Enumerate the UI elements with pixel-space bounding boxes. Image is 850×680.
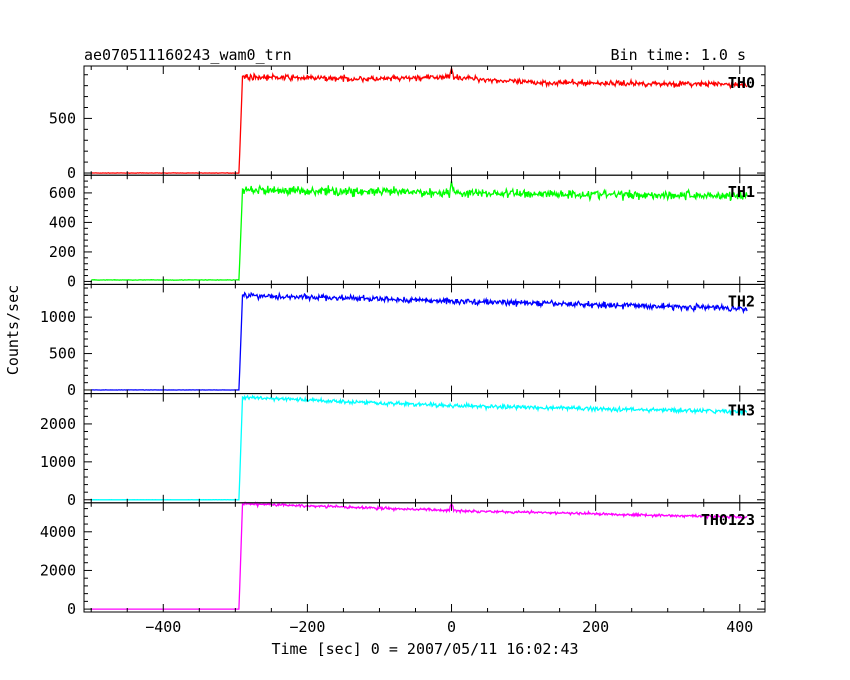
panel-frame [83, 283, 766, 395]
panel-frame [83, 502, 766, 613]
panel-label-th0: TH0 [728, 74, 755, 92]
y-tick-label: 1000 [40, 453, 76, 471]
y-tick-label: 0 [67, 491, 76, 509]
x-tick-label: −400 [145, 618, 181, 636]
panel-label-th2: TH2 [728, 292, 755, 310]
series-line-th2 [91, 291, 748, 391]
y-tick-label: 0 [67, 600, 76, 618]
y-tick-label: 4000 [40, 523, 76, 541]
panel-th3: 0 1000 2000 TH3 [40, 393, 766, 509]
panel-label-th1: TH1 [728, 183, 755, 201]
series-line-th3 [91, 394, 748, 501]
y-tick-label: 400 [49, 213, 76, 231]
x-tick-label: −200 [289, 618, 325, 636]
chart-title: ae070511160243_wam0_trn [84, 46, 292, 64]
x-tick-label: 200 [582, 618, 609, 636]
panel-th0: 0 500 TH0 [49, 65, 766, 182]
y-tick-label: 2000 [40, 415, 76, 433]
y-axis-title: Counts/sec [4, 285, 22, 375]
panel-label-th0123: TH0123 [701, 511, 755, 529]
panel-label-th3: TH3 [728, 402, 755, 420]
y-tick-label: 1000 [40, 308, 76, 326]
x-tick-label: 400 [726, 618, 753, 636]
series-line-th1 [91, 180, 748, 281]
panel-th0123: 0 2000 4000 TH0123 [40, 501, 766, 618]
x-tick-label: 0 [447, 618, 456, 636]
bin-time-label: Bin time: 1.0 s [611, 46, 746, 64]
panel-frame [83, 65, 766, 176]
y-tick-label: 500 [49, 109, 76, 127]
y-tick-label: 200 [49, 243, 76, 261]
x-axis-title: Time [sec] 0 = 2007/05/11 16:02:43 [271, 640, 578, 658]
series-line-th0123 [91, 501, 748, 610]
series-line-th0 [91, 65, 748, 175]
y-tick-label: 500 [49, 345, 76, 363]
panel-th1: 0 200 400 600 TH1 [49, 174, 766, 290]
y-tick-label: 0 [67, 164, 76, 182]
panel-th2: 0 500 1000 TH2 [40, 283, 766, 399]
y-tick-label: 0 [67, 272, 76, 290]
y-tick-label: 0 [67, 381, 76, 399]
y-tick-label: 2000 [40, 561, 76, 579]
y-tick-label: 600 [49, 184, 76, 202]
